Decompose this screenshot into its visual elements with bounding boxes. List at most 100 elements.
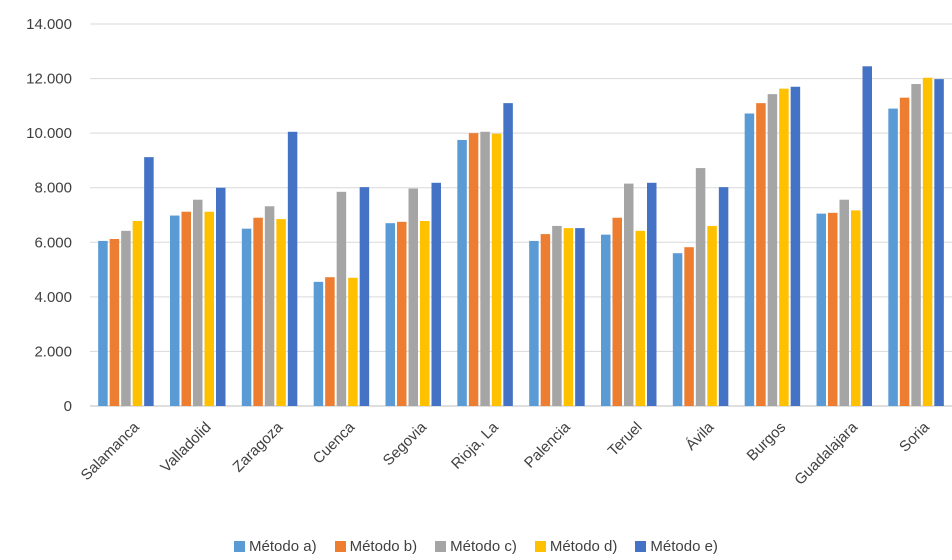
bar-1-3 [241,228,252,406]
bar-1-7 [529,240,539,406]
bar-3-12 [911,84,921,407]
bar-2-10 [756,103,766,406]
bar-1-11 [816,213,826,406]
bar-5-2 [216,187,226,406]
bar-4-7 [563,228,574,406]
bar-1-9 [672,253,683,406]
x-tick-label: Soria [896,418,933,455]
legend-item: Método d) [534,538,618,555]
bar-1-5 [385,223,395,406]
bar-1-1 [98,240,108,406]
y-axis-ticks: 0 2.000 4.000 6.000 8.000 10.000 12.000 14.000 [26,16,72,415]
bar-4-5 [420,221,430,406]
bar-chart: 02.0004.0006.0008.00010.00012.00014.000 … [26,16,952,489]
legend-item: Método b) [334,538,418,555]
bar-1-2 [170,215,180,406]
bar-1-12 [888,108,898,406]
bar-2-3 [253,217,263,406]
bar-3-2 [193,199,203,406]
bar-2-11 [828,212,838,406]
bar-3-11 [839,199,849,406]
legend-swatch [534,541,546,552]
legend-label: Método c) [450,538,517,555]
x-tick-label: Zaragoza [230,418,287,475]
x-tick-label: Salamanca [78,418,144,484]
bar-4-11 [851,210,861,406]
bar-3-10 [767,94,778,407]
bar-4-9 [707,225,717,406]
legend-label: Método a) [249,538,317,555]
x-tick-label: Valladolid [157,419,214,476]
bar-1-6 [457,139,467,406]
bar-3-4 [336,191,347,406]
y-tick-label: 6.000 [34,234,72,251]
legend-label: Método d) [549,538,618,555]
x-axis-ticks: Salamanca Valladolid Zaragoza Cuenca Segovia… [78,418,934,488]
bar-4-3 [276,219,286,406]
y-tick-label: 14.000 [26,16,72,33]
bar-2-6 [468,133,479,406]
bar-4-10 [779,88,789,406]
bar-3-3 [264,206,275,406]
bar-4-4 [348,277,358,406]
legend-item: Método c) [435,538,517,555]
legend-swatch [334,541,346,552]
bar-5-5 [431,182,441,406]
x-tick-label: Teruel [605,419,646,460]
bars [98,66,944,407]
bar-5-12 [934,79,944,407]
bar-2-12 [899,97,910,407]
legend-swatch [435,541,447,552]
bar-2-7 [540,234,551,406]
bar-2-5 [397,221,407,406]
bar-4-8 [635,230,645,406]
bar-3-5 [408,188,418,406]
bar-3-7 [552,225,562,406]
legend-item: Método a) [234,538,317,555]
y-tick-label: 0 [64,398,72,415]
bar-5-6 [503,103,513,406]
x-tick-label: Rioja, La [448,418,502,472]
legend-label: Método b) [349,538,418,555]
bar-4-1 [132,221,143,406]
bar-4-12 [922,77,933,406]
bar-2-2 [181,211,191,406]
x-tick-label: Cuenca [310,418,359,467]
x-tick-label: Guadalajara [791,418,861,488]
bar-1-10 [744,113,755,407]
bar-5-3 [287,131,298,406]
legend-swatch [234,541,246,552]
bar-2-1 [109,239,120,406]
bar-5-1 [144,157,154,406]
bar-5-7 [575,228,585,406]
bar-5-10 [790,86,801,406]
bar-4-6 [491,133,502,406]
x-tick-label: Burgos [744,419,790,465]
x-tick-label: Ávila [682,418,717,453]
bar-5-8 [647,182,657,406]
gridlines [90,23,952,407]
y-tick-label: 4.000 [34,289,72,306]
bar-1-8 [601,234,611,406]
bar-5-11 [862,66,872,407]
bar-3-1 [121,230,131,406]
y-tick-label: 2.000 [34,343,72,360]
bar-3-8 [624,183,634,406]
legend-label: Método e) [650,538,718,555]
bar-3-6 [480,131,490,406]
bar-5-4 [359,187,370,406]
y-tick-label: 12.000 [26,71,72,88]
chart-legend: Método a) Método b) Método c) Método d) Méto… [0,538,952,555]
bar-2-4 [325,277,335,406]
legend-item: Método e) [635,538,718,555]
y-tick-label: 8.000 [34,180,72,197]
bar-1-4 [313,281,324,406]
bar-5-9 [718,187,729,406]
x-tick-label: Palencia [521,418,574,471]
y-tick-label: 10.000 [26,125,72,142]
bar-2-8 [612,217,622,406]
bar-3-9 [695,168,706,406]
bar-4-2 [204,211,214,406]
legend-swatch [635,541,647,552]
